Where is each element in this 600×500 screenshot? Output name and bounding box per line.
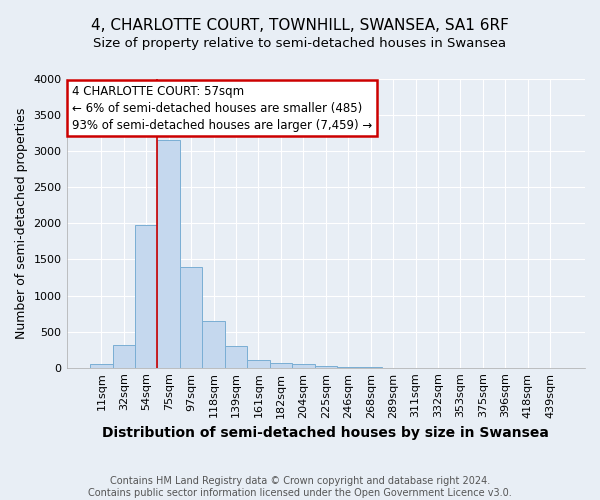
Bar xyxy=(247,360,269,368)
Bar xyxy=(113,345,135,368)
Text: 4 CHARLOTTE COURT: 57sqm
← 6% of semi-detached houses are smaller (485)
93% of s: 4 CHARLOTTE COURT: 57sqm ← 6% of semi-de… xyxy=(72,85,372,132)
Bar xyxy=(225,346,247,368)
Bar xyxy=(90,364,113,368)
Y-axis label: Number of semi-detached properties: Number of semi-detached properties xyxy=(15,108,28,339)
Bar xyxy=(180,266,202,368)
Bar xyxy=(337,367,359,368)
Text: Contains HM Land Registry data © Crown copyright and database right 2024.
Contai: Contains HM Land Registry data © Crown c… xyxy=(88,476,512,498)
Bar xyxy=(157,140,180,368)
Bar xyxy=(292,364,314,368)
Bar xyxy=(269,363,292,368)
Bar xyxy=(202,322,225,368)
Text: Size of property relative to semi-detached houses in Swansea: Size of property relative to semi-detach… xyxy=(94,38,506,51)
Bar xyxy=(135,225,157,368)
Bar xyxy=(314,366,337,368)
X-axis label: Distribution of semi-detached houses by size in Swansea: Distribution of semi-detached houses by … xyxy=(103,426,549,440)
Text: 4, CHARLOTTE COURT, TOWNHILL, SWANSEA, SA1 6RF: 4, CHARLOTTE COURT, TOWNHILL, SWANSEA, S… xyxy=(91,18,509,32)
